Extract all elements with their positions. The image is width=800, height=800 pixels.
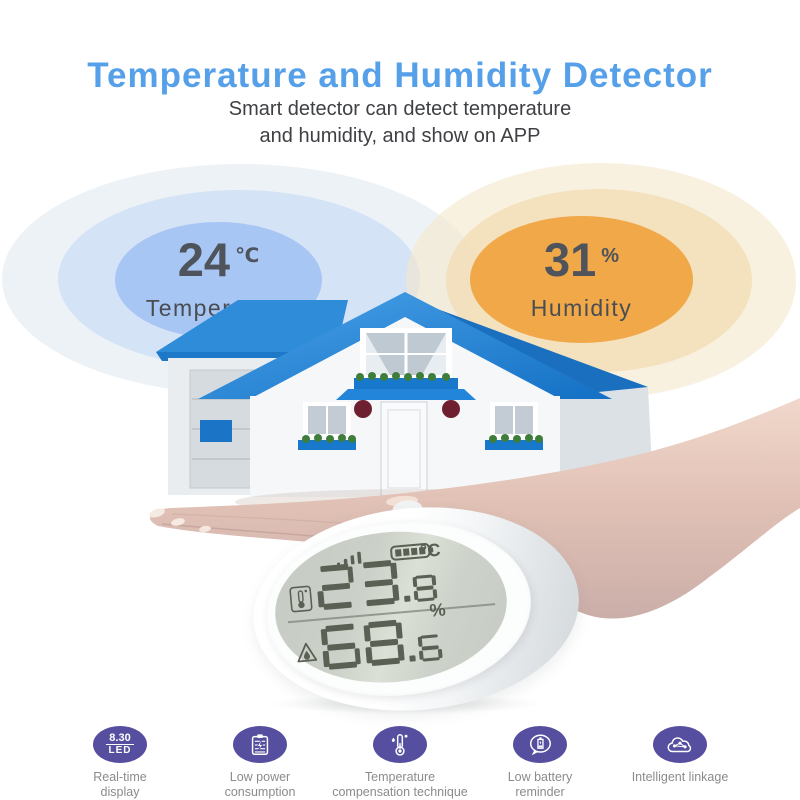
low-power-icon <box>233 726 287 763</box>
humidity-unit: % <box>601 244 620 267</box>
sensor-device: °C % <box>244 484 588 728</box>
lcd-temperature-unit: °C <box>419 539 442 562</box>
device-lcd-screen: °C % <box>268 522 514 693</box>
lcd-temperature-value <box>315 556 441 611</box>
humidity-label: Humidity <box>530 294 633 321</box>
lcd-humidity-unit: % <box>428 599 447 621</box>
temperature-unit: ℃ <box>235 245 260 267</box>
feature-label: Real-time display <box>93 770 147 799</box>
humidity-value: 31% <box>544 236 620 292</box>
led-icon-text-top: 8.30 <box>106 732 134 745</box>
lcd-temperature-row: °C <box>315 540 441 611</box>
page-subtitle: Smart detector can detect temperature an… <box>0 96 800 150</box>
page-title: Temperature and Humidity Detector <box>87 56 713 95</box>
led-display-icon: 8.30 LED <box>93 726 147 763</box>
feature-temperature-compensation: Temperature compensation technique <box>330 726 470 800</box>
low-battery-icon <box>513 726 567 763</box>
humidity-number: 31 <box>543 232 597 286</box>
feature-low-battery: Low battery reminder <box>470 726 610 800</box>
house-illustration <box>156 292 652 497</box>
feature-intelligent-linkage: Intelligent linkage <box>610 726 750 800</box>
feature-label: Intelligent linkage <box>631 770 729 784</box>
thermometer-icon <box>289 585 313 613</box>
temperature-value: 24 ℃ <box>178 236 260 292</box>
feature-label: Low battery reminder <box>507 770 573 799</box>
temperature-compensation-icon <box>373 726 427 763</box>
feature-label: Temperature compensation technique <box>332 770 468 799</box>
humidity-drop-icon <box>297 642 318 663</box>
feature-label: Low power consumption <box>224 770 296 799</box>
lcd-humidity-value <box>320 616 446 670</box>
feature-low-power: Low power consumption <box>190 726 330 800</box>
led-icon-text-bottom: LED <box>108 745 132 756</box>
lcd-humidity-row: % <box>320 599 446 670</box>
subtitle-line-2: and humidity, and show on APP <box>259 125 541 147</box>
subtitle-line-1: Smart detector can detect temperature <box>228 98 572 120</box>
intelligent-linkage-icon <box>653 726 707 763</box>
hand-illustration <box>149 398 800 619</box>
feature-row: 8.30 LED Real-time display Low power con… <box>0 726 800 800</box>
humidity-inner-circle: 31% Humidity <box>470 216 693 343</box>
temperature-number: 24 <box>177 233 231 286</box>
feature-realtime-display: 8.30 LED Real-time display <box>50 726 190 800</box>
battery-level-icon <box>390 542 434 561</box>
signal-bars-icon <box>337 551 362 566</box>
